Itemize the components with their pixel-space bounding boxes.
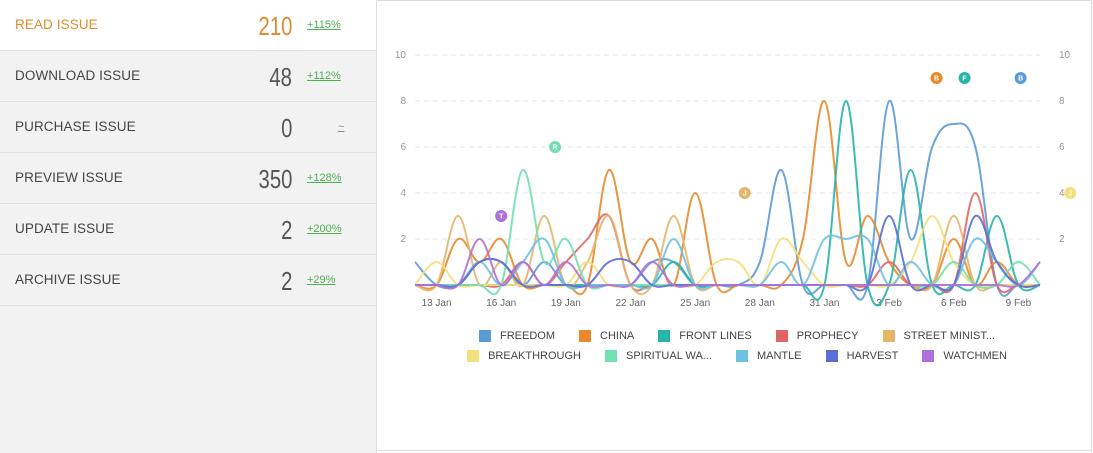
legend-swatch bbox=[658, 330, 671, 342]
legend-label: STREET MINIST... bbox=[903, 330, 995, 342]
metric-label: PURCHASE ISSUE bbox=[15, 119, 136, 134]
series-line-street-minist bbox=[414, 214, 1040, 296]
legend-label: SPIRITUAL WA... bbox=[625, 350, 712, 362]
metric-row-update-issue[interactable]: UPDATE ISSUE 2 +200% bbox=[0, 204, 376, 255]
legend-label: WATCHMEN bbox=[943, 350, 1007, 362]
x-tick-label: 19 Jan bbox=[551, 298, 581, 309]
series-line-watchmen bbox=[415, 238, 1041, 290]
metric-change: +128% bbox=[307, 172, 342, 184]
legend-label: HARVEST bbox=[846, 350, 899, 362]
legend-label: FRONT LINES bbox=[679, 330, 752, 342]
legend-swatch bbox=[467, 350, 480, 362]
legend-label: MANTLE bbox=[756, 350, 802, 362]
metric-value: 2 bbox=[280, 215, 292, 245]
annotation-marker bbox=[930, 72, 943, 84]
metric-change: ~ bbox=[338, 121, 345, 133]
annotation-marker bbox=[1014, 72, 1027, 84]
line-chart: 2 2 4 4 6 6 8 8 10 10 13 Jan 16 Jan 19 Jan 22 Jan 25 J… bbox=[395, 50, 1077, 309]
y-tick-label-left: 10 bbox=[395, 50, 407, 61]
annotation-marker bbox=[738, 187, 751, 199]
legend-item-mantle[interactable]: MANTLE bbox=[735, 349, 802, 363]
annotation-marker bbox=[958, 72, 971, 84]
series-line-front-lines bbox=[415, 100, 1041, 307]
y-tick-label-left: 4 bbox=[400, 188, 406, 199]
legend-item-breakthrough[interactable]: BREAKTHROUGH bbox=[467, 349, 581, 363]
annotation-marker bbox=[495, 210, 508, 222]
metric-label: PREVIEW ISSUE bbox=[15, 170, 123, 185]
legend-swatch bbox=[479, 330, 491, 342]
legend-item-watchmen[interactable]: WATCHMEN bbox=[922, 349, 1007, 363]
metric-value: 350 bbox=[258, 164, 292, 194]
metric-row-download-issue[interactable]: DOWNLOAD ISSUE 48 +112% bbox=[0, 51, 376, 102]
legend-label: BREAKTHROUGH bbox=[488, 350, 581, 362]
legend-swatch bbox=[604, 350, 617, 362]
legend-item-freedom[interactable]: FREEDOM bbox=[479, 329, 555, 343]
metric-label: READ ISSUE bbox=[15, 17, 98, 32]
legend-swatch bbox=[735, 350, 748, 362]
x-tick-label: 31 Jan bbox=[809, 298, 839, 309]
x-tick-label: 13 Jan bbox=[422, 298, 452, 309]
annotation-marker-letter: J bbox=[743, 191, 747, 198]
x-tick-label: 16 Jan bbox=[486, 298, 516, 309]
metric-row-preview-issue[interactable]: PREVIEW ISSUE 350 +128% bbox=[0, 153, 376, 204]
y-tick-label-right: 4 bbox=[1059, 188, 1065, 199]
y-tick-label-right: 6 bbox=[1059, 142, 1065, 153]
metric-row-read-issue[interactable]: READ ISSUE 210 +115% bbox=[0, 0, 376, 51]
legend-label: PROPHECY bbox=[796, 330, 859, 342]
metric-value: 48 bbox=[269, 62, 292, 92]
series-line-china bbox=[414, 99, 1041, 296]
x-tick-label: 28 Jan bbox=[745, 298, 775, 309]
y-tick-label-right: 8 bbox=[1059, 96, 1065, 107]
legend-swatch bbox=[579, 330, 591, 342]
metric-change: +200% bbox=[307, 223, 342, 235]
annotation-marker-letter: T bbox=[499, 214, 504, 221]
metric-label: UPDATE ISSUE bbox=[15, 221, 115, 236]
legend-item-front-lines[interactable]: FRONT LINES bbox=[658, 329, 752, 343]
x-tick-label: 25 Jan bbox=[680, 298, 710, 309]
annotation-marker-letter: R bbox=[553, 145, 558, 152]
chart-legend: FREEDOM CHINA FRONT LINES PROPHECY STREET MI… bbox=[417, 329, 1057, 363]
y-tick-label-right: 2 bbox=[1059, 234, 1065, 245]
y-tick-label-left: 2 bbox=[400, 234, 406, 245]
annotation-marker bbox=[1064, 187, 1077, 199]
legend-item-harvest[interactable]: HARVEST bbox=[825, 349, 899, 363]
legend-item-spiritual-wa[interactable]: SPIRITUAL WA... bbox=[604, 349, 712, 363]
metric-value: 210 bbox=[258, 11, 292, 41]
x-tick-label: 6 Feb bbox=[941, 298, 967, 309]
legend-label: CHINA bbox=[600, 330, 635, 342]
metric-change: +115% bbox=[307, 19, 341, 31]
legend-swatch bbox=[882, 330, 895, 342]
metric-change: +29% bbox=[307, 274, 336, 286]
y-tick-label-right: 10 bbox=[1059, 50, 1071, 61]
y-tick-label-left: 6 bbox=[400, 142, 406, 153]
metric-value: 0 bbox=[280, 113, 292, 143]
legend-item-prophecy[interactable]: PROPHECY bbox=[775, 329, 859, 343]
metric-row-purchase-issue[interactable]: PURCHASE ISSUE 0 ~ bbox=[0, 102, 376, 153]
legend-swatch bbox=[922, 350, 935, 362]
legend-item-street-minist[interactable]: STREET MINIST... bbox=[882, 329, 995, 343]
annotation-marker-letter: B bbox=[1018, 76, 1023, 83]
annotation-marker-letter: F bbox=[962, 76, 967, 83]
legend-swatch bbox=[825, 350, 838, 362]
legend-label: FREEDOM bbox=[500, 330, 555, 342]
x-tick-label: 3 Feb bbox=[876, 298, 902, 309]
metric-label: ARCHIVE ISSUE bbox=[15, 272, 121, 287]
series-line-breakthrough bbox=[414, 215, 1040, 288]
metric-row-archive-issue[interactable]: ARCHIVE ISSUE 2 +29% bbox=[0, 255, 376, 306]
x-tick-label: 22 Jan bbox=[616, 298, 646, 309]
annotation-marker bbox=[549, 141, 562, 153]
metric-change: +112% bbox=[307, 70, 341, 82]
y-tick-label-left: 8 bbox=[400, 96, 406, 107]
annotation-marker-letter: B bbox=[934, 76, 939, 83]
series-line-freedom bbox=[414, 99, 1040, 301]
metric-value: 2 bbox=[280, 266, 292, 296]
annotation-marker-letter: J bbox=[1068, 191, 1072, 198]
legend-item-china[interactable]: CHINA bbox=[579, 329, 634, 343]
metric-label: DOWNLOAD ISSUE bbox=[15, 68, 141, 83]
legend-swatch bbox=[775, 330, 788, 342]
metrics-sidebar: READ ISSUE 210 +115% DOWNLOAD ISSUE 48 +… bbox=[0, 0, 377, 453]
chart-panel: 2 2 4 4 6 6 8 8 10 10 13 Jan 16 Jan 19 Jan 22 Jan 25 J… bbox=[377, 0, 1092, 451]
x-tick-label: 9 Feb bbox=[1006, 298, 1032, 309]
